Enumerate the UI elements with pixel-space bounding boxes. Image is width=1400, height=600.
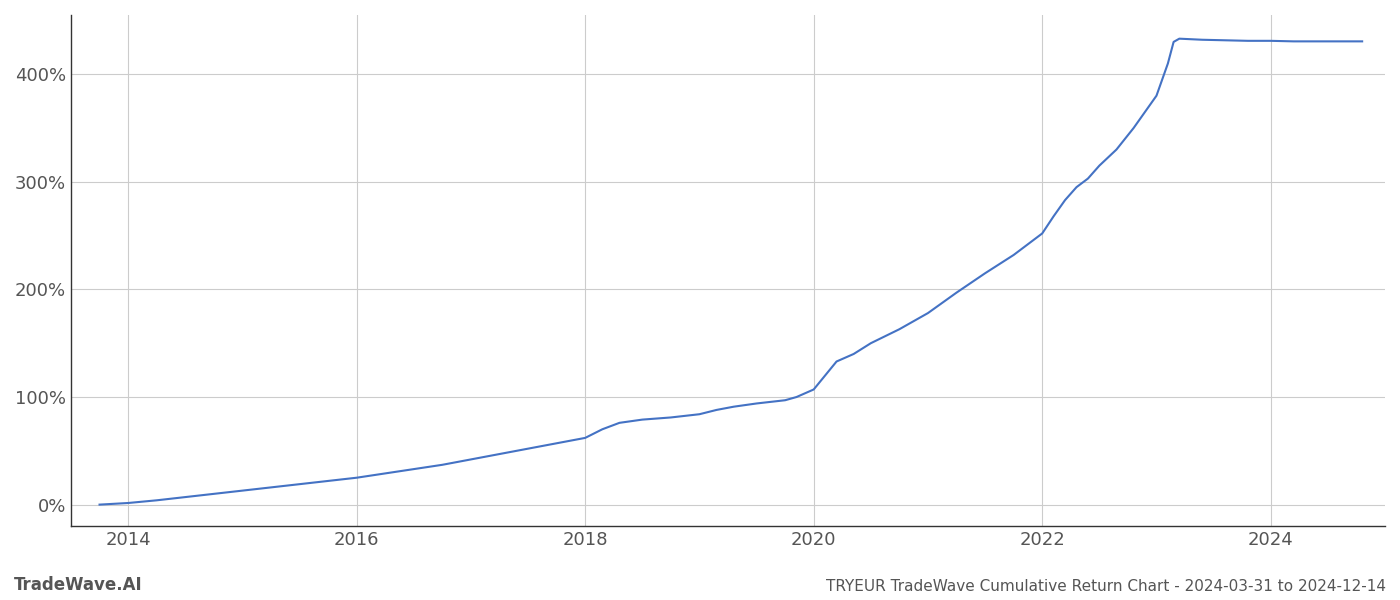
Text: TRYEUR TradeWave Cumulative Return Chart - 2024-03-31 to 2024-12-14: TRYEUR TradeWave Cumulative Return Chart… bbox=[826, 579, 1386, 594]
Text: TradeWave.AI: TradeWave.AI bbox=[14, 576, 143, 594]
